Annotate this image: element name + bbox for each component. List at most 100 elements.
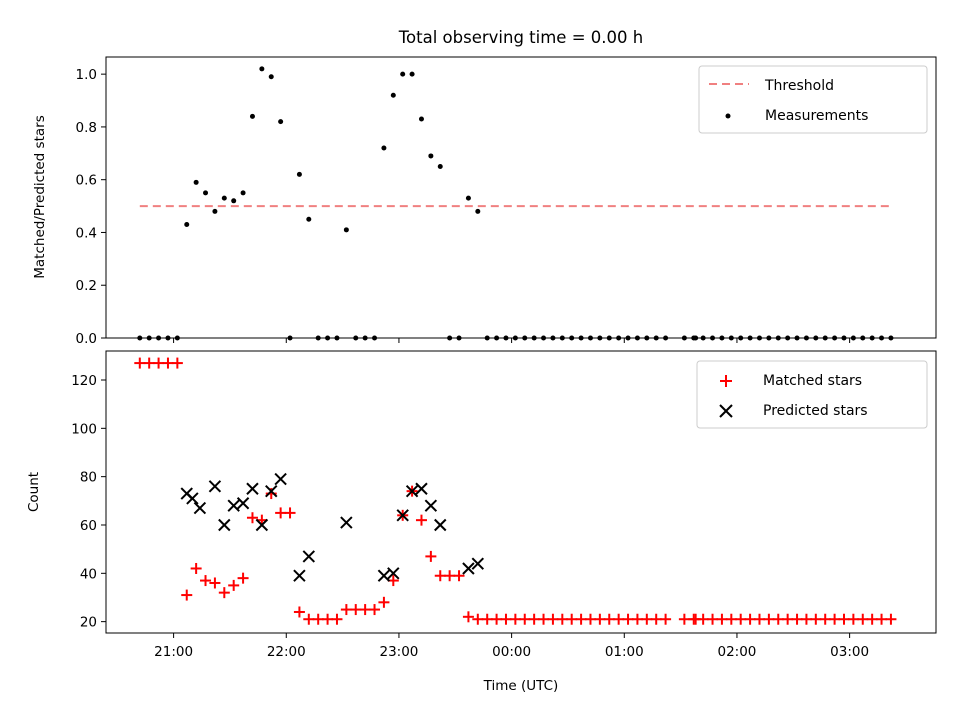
matched-star-point (697, 613, 709, 625)
matched-star-point (481, 613, 493, 625)
predicted-star-point (265, 484, 278, 498)
measurement-point (240, 190, 246, 196)
measurement-point (249, 113, 255, 119)
predicted-star-point (246, 482, 259, 495)
top-axes: 0.0 0.2 0.4 0.6 0.8 1.0 Matched/Predicted sta… (32, 56, 937, 347)
predicted-star-point (405, 484, 419, 498)
predicted-star-point (186, 492, 199, 505)
measurement-point (221, 195, 227, 201)
predicted-star-point (434, 518, 447, 532)
predicted-star-point (340, 516, 353, 529)
top-legend: Threshold Measurements (698, 65, 928, 134)
predicted-star-point (387, 567, 400, 580)
top-chart-title: Total observing time = 0.00 h (398, 28, 643, 47)
y-tick-label: 0.0 (76, 331, 97, 347)
top-x-ticks (173, 338, 851, 343)
legend-matched-swatch (720, 375, 732, 387)
matched-star-point (228, 579, 240, 591)
predicted-star-point (274, 472, 287, 486)
measurement-point (437, 163, 443, 169)
y-tick-label: 120 (71, 373, 97, 389)
y-tick-label: 0.8 (76, 120, 97, 136)
matched-star-point (725, 613, 737, 625)
matched-star-point (528, 613, 540, 625)
matched-star-point (350, 604, 362, 616)
matched-star-point (462, 611, 474, 623)
matched-star-point (434, 570, 446, 582)
matched-star-point (340, 604, 352, 616)
matched-star-point (162, 357, 174, 369)
matched-star-point (603, 613, 615, 625)
measurement-point (268, 74, 274, 80)
bottom-y-axis-label: Count (26, 472, 42, 512)
measurement-point (306, 216, 312, 222)
bottom-y-ticks: 20 40 60 80 100 120 (71, 373, 106, 631)
matched-star-point (181, 589, 193, 601)
matched-star-point (829, 613, 841, 625)
predicted-star-point (471, 557, 485, 570)
matched-star-point (753, 613, 765, 625)
matched-star-point (491, 613, 503, 625)
matched-star-point (134, 357, 146, 369)
matched-star-point (566, 613, 578, 625)
bottom-x-ticks: 21:00 22:00 23:00 00:00 01:00 02:00 03:00 (154, 633, 869, 660)
matched-star-point (444, 570, 456, 582)
y-tick-label: 100 (71, 421, 97, 437)
predicted-star-point (236, 497, 250, 510)
matched-star-point (735, 613, 747, 625)
matched-star-point (284, 507, 296, 519)
y-tick-label: 60 (80, 518, 97, 534)
matched-star-point (218, 587, 230, 599)
bottom-legend: Matched stars Predicted stars (696, 360, 928, 429)
measurement-point (212, 208, 218, 214)
legend-predicted-swatch (719, 404, 733, 418)
predicted-star-point (462, 562, 475, 575)
matched-star-point (885, 613, 897, 625)
matched-star-point (331, 613, 343, 625)
matched-star-point (716, 613, 728, 625)
matched-star-point (209, 577, 221, 589)
matched-star-point (800, 613, 812, 625)
measurement-point (296, 171, 302, 177)
x-tick-label: 01:00 (605, 644, 644, 660)
matched-star-point (744, 613, 756, 625)
matched-star-point (425, 550, 437, 562)
matched-star-point (359, 604, 371, 616)
matched-star-point (509, 613, 521, 625)
matched-star-point (275, 507, 287, 519)
measurement-point (381, 145, 387, 151)
matched-star-point (810, 613, 822, 625)
matched-star-point (246, 512, 258, 524)
legend-predicted-label: Predicted stars (763, 403, 868, 419)
x-tick-label: 03:00 (830, 644, 869, 660)
predicted-star-point (293, 569, 306, 582)
legend-matched-label: Matched stars (763, 373, 862, 389)
measurement-point (390, 92, 396, 98)
matched-star-point (200, 575, 212, 587)
matched-star-point (707, 613, 719, 625)
matched-star-point (791, 613, 803, 625)
x-tick-label: 21:00 (154, 644, 193, 660)
matched-star-point (594, 613, 606, 625)
matched-star-point (763, 613, 775, 625)
matched-star-point (369, 604, 381, 616)
predicted-stars-points (180, 472, 485, 582)
bottom-axes: 20 40 60 80 100 120 21:00 22:00 23:00 00:00 01:00… (26, 350, 937, 694)
matched-star-point (237, 572, 249, 584)
y-tick-label: 0.6 (76, 173, 97, 189)
y-tick-label: 0.4 (76, 225, 97, 241)
x-tick-label: 00:00 (492, 644, 531, 660)
measurement-point (278, 119, 284, 125)
top-y-axis-label: Matched/Predicted stars (32, 115, 48, 278)
matched-stars-points (134, 357, 897, 625)
bottom-legend-box (696, 360, 928, 429)
matched-star-point (153, 357, 165, 369)
measurement-point (231, 198, 237, 204)
matched-star-point (538, 613, 550, 625)
matched-star-point (876, 613, 888, 625)
predicted-star-point (255, 518, 269, 532)
bottom-x-axis-label: Time (UTC) (483, 678, 559, 694)
matched-star-point (312, 613, 324, 625)
top-y-ticks: 0.0 0.2 0.4 0.6 0.8 1.0 (76, 67, 106, 347)
measurement-point (400, 71, 406, 77)
